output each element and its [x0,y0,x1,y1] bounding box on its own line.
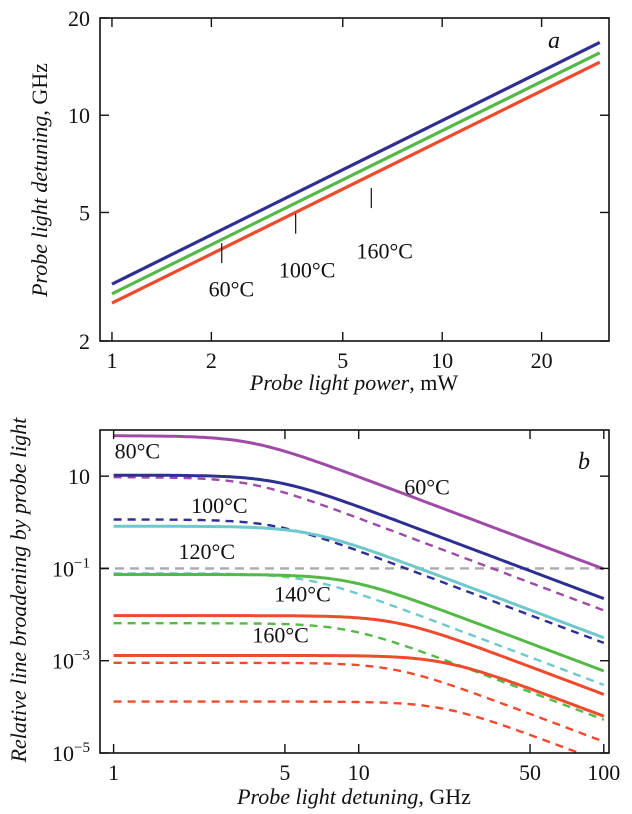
series-curve-120c-dashed [113,622,605,721]
annotation-label: 100°C [191,493,247,518]
panel-b-x-axis-label: Probe light detuning, GHz [236,784,471,809]
y-tick-mantissa: 10 [52,556,74,581]
annotation-label: 160°C [252,622,308,647]
annotation-label: 60°C [404,475,449,500]
panel-b-annotations: 80°C 60°C 100°C 120°C 140°C 160°C [115,439,450,648]
y-tick-label: 10 [68,103,90,128]
series-line-60c [111,41,601,286]
series-curve-80c-dashed [113,518,605,645]
series-curve-100c-solid [113,524,605,640]
x-tick-label: 1 [108,760,119,785]
y-tick-exponent: −1 [74,555,90,571]
x-tick-label: 10 [348,760,370,785]
panel-b-series [100,434,609,753]
series-curve-120c-solid [113,573,605,673]
series-curve-140c-dashed [113,661,605,743]
y-tick-label: 5 [79,200,90,225]
y-tick-mantissa: 10 [52,741,74,766]
y-tick-exponent: −5 [74,740,90,756]
panel-a-x-axis-label: Probe light power, mW [249,370,458,395]
series-line-100c [111,51,601,296]
annotation-label: 140°C [274,582,330,607]
y-tick-label: 20 [68,6,90,31]
series-curve-160c-dashed [113,700,583,753]
x-tick-label: 10 [431,348,453,373]
x-tick-label: 100 [587,760,620,785]
annotation-label: 60°C [209,276,254,301]
annotation-label: 120°C [179,539,235,564]
y-tick-mantissa: 10 [52,649,74,674]
panel-a-letter: a [548,28,560,54]
series-curve-140c-solid [113,614,605,696]
series-curve-60c-solid [113,434,605,571]
series-curve-160c-solid [113,654,605,718]
panel-b-letter: b [578,449,590,475]
panel-a-y-axis-label: Probe light detuning, GHz [27,63,52,298]
y-tick-label: 10−5 [52,740,90,766]
x-tick-label: 1 [106,348,117,373]
panel-a-annotations: 60°C 100°C 160°C [209,188,413,301]
series-line-160c [111,60,601,305]
panel-a-frame [99,17,610,342]
x-tick-label: 2 [206,348,217,373]
annotation-label: 100°C [279,257,335,282]
panel-b-frame [99,429,610,754]
y-tick-label: 10−3 [52,648,90,674]
annotation-label: 160°C [357,239,413,264]
y-tick-label: 10 [68,464,90,489]
y-tick-exponent: −3 [74,648,90,664]
x-tick-label: 5 [337,348,348,373]
y-tick-label: 10−1 [52,555,90,581]
y-tick-mantissa: 10 [68,464,90,489]
x-tick-label: 20 [531,348,553,373]
annotation-label: 80°C [115,439,160,464]
x-tick-label: 5 [279,760,290,785]
series-curve-100c-dashed [113,572,605,687]
x-tick-label: 50 [519,760,541,785]
series-curve-60c-dashed [113,476,605,612]
series-curve-80c-solid [113,473,605,600]
panel-b-y-axis-label: Relative line broadening by probe light [6,417,31,764]
panel-a-series [111,41,601,305]
y-tick-label: 2 [79,329,90,354]
